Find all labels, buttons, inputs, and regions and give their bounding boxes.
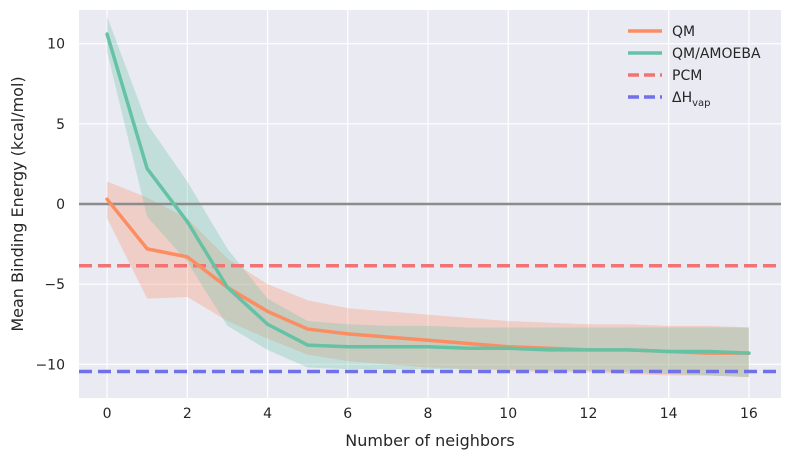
series-lines — [105, 32, 751, 355]
x-axis-ticks: 0 2 4 6 8 10 12 14 16 — [103, 406, 758, 422]
y-axis-ticks: 10 5 0 −5 −10 — [35, 37, 65, 374]
y-tick-label: 10 — [47, 37, 65, 53]
legend: QM QM/AMOEBA PCM ΔHvap — [628, 24, 761, 109]
x-tick-label: 10 — [499, 406, 517, 422]
legend-label: ΔHvap — [672, 90, 711, 109]
y-tick-label: −5 — [44, 277, 65, 293]
x-tick-label: 0 — [103, 406, 112, 422]
legend-label: QM — [672, 24, 695, 40]
band-1 — [107, 16, 749, 378]
y-axis-label: Mean Binding Energy (kcal/mol) — [8, 76, 27, 331]
x-tick-label: 8 — [424, 406, 433, 422]
x-tick-label: 14 — [660, 406, 678, 422]
legend-label: QM/AMOEBA — [672, 46, 761, 62]
x-tick-label: 6 — [343, 406, 352, 422]
y-tick-label: −10 — [35, 357, 65, 373]
x-tick-label: 4 — [263, 406, 272, 422]
confidence-bands — [107, 16, 749, 378]
reference-lines — [79, 202, 781, 374]
y-tick-label: 0 — [56, 197, 65, 213]
series-line-qm-amoeba — [105, 32, 751, 355]
x-axis-label: Number of neighbors — [345, 431, 514, 450]
band-0 — [107, 181, 749, 378]
x-tick-label: 16 — [740, 406, 758, 422]
x-tick-label: 2 — [183, 406, 192, 422]
legend-label: PCM — [672, 68, 702, 84]
x-tick-label: 12 — [580, 406, 598, 422]
y-tick-label: 5 — [56, 117, 65, 133]
